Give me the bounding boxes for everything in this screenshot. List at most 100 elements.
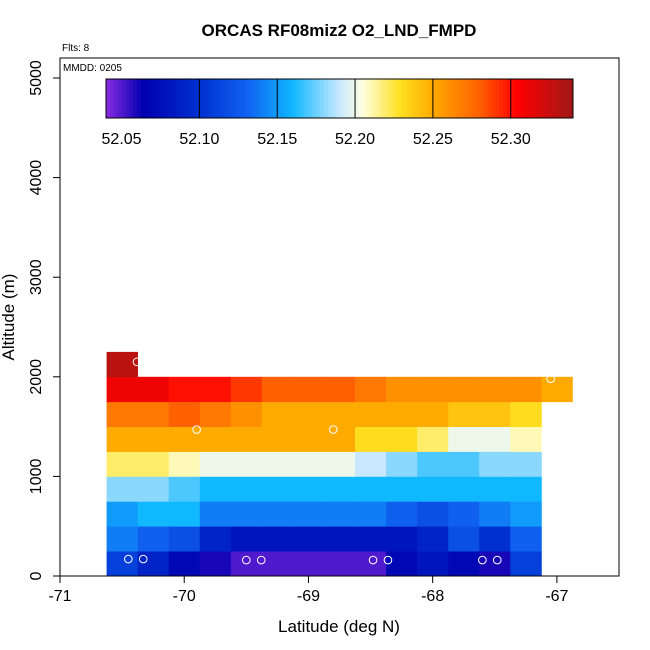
heatmap-cell — [292, 401, 325, 427]
colorbar-segment — [425, 79, 430, 118]
colorbar-segment — [199, 79, 204, 118]
flight-point — [492, 555, 502, 565]
heatmap-cell — [137, 376, 170, 403]
heatmap-cell — [355, 376, 387, 403]
colorbar-segment — [390, 79, 395, 118]
heatmap-cell — [541, 376, 573, 403]
heatmap-cell — [479, 501, 511, 527]
heatmap-cell — [106, 426, 139, 452]
heatmap-cell — [261, 551, 294, 577]
colorbar-segment — [409, 79, 414, 118]
colorbar-segment — [261, 79, 267, 118]
y-tick-label: 4000 — [28, 160, 45, 196]
heatmap-cell — [510, 401, 542, 427]
flight-points — [124, 357, 555, 565]
heatmap-cell — [106, 451, 139, 477]
y-axis: 0 1000 2000 3000 4000 5000 — [28, 60, 60, 580]
heatmap-cell — [230, 426, 263, 452]
heatmap-cell — [230, 526, 263, 552]
colorbar-segment — [265, 79, 270, 118]
heatmap-cell — [230, 476, 263, 502]
chart-title: ORCAS RF08miz2 O2_LND_FMPD — [202, 21, 477, 40]
colorbar-segment — [323, 79, 329, 118]
colorbar-segment — [195, 79, 200, 118]
x-tick-label: -67 — [545, 588, 568, 605]
colorbar-segment — [109, 79, 115, 118]
heatmap-cell — [323, 426, 356, 452]
heatmap-cell — [230, 501, 263, 527]
heatmap-cell — [323, 451, 356, 477]
heatmap-cell — [292, 501, 325, 527]
colorbar-segment — [382, 79, 387, 118]
colorbar-segment — [331, 79, 337, 118]
colorbar-segment — [300, 79, 305, 118]
heatmap-cells — [106, 351, 573, 577]
colorbar-segment — [320, 79, 325, 118]
colorbar-segment — [502, 79, 508, 118]
heatmap-cell — [168, 401, 201, 427]
colorbar-segment — [440, 79, 446, 118]
heatmap-cell — [292, 551, 325, 577]
heatmap-cell — [355, 501, 387, 527]
heatmap-cell — [199, 501, 232, 527]
colorbar-segment — [366, 79, 372, 118]
colorbar-segment — [226, 79, 232, 118]
heatmap-cell — [448, 426, 480, 452]
colorbar-segment — [242, 79, 247, 118]
heatmap-cell — [386, 501, 418, 527]
heatmap-cell — [168, 476, 201, 502]
colorbar-tick-label: 52.20 — [335, 131, 375, 148]
colorbar-segment — [475, 79, 481, 118]
heatmap-cell — [199, 476, 232, 502]
colorbar-segment — [327, 79, 333, 118]
colorbar-segment — [545, 79, 551, 118]
heatmap-cell — [199, 376, 232, 403]
heatmap-cell — [448, 401, 480, 427]
heatmap-cell — [323, 476, 356, 502]
colorbar-segment — [164, 79, 169, 118]
heatmap-cell — [199, 526, 232, 552]
colorbar-segment — [234, 79, 239, 118]
colorbar-segment — [257, 79, 263, 118]
heatmap-cell — [261, 401, 294, 427]
flight-point — [138, 554, 148, 564]
colorbar-segment — [351, 79, 356, 118]
heatmap-cell — [323, 551, 356, 577]
colorbar-segment — [514, 79, 520, 118]
colorbar-segment — [121, 79, 126, 118]
colorbar-segment — [203, 79, 208, 118]
heatmap-cell — [417, 451, 449, 477]
heatmap-cell — [386, 476, 418, 502]
colorbar-segment — [448, 79, 453, 118]
heatmap-cell — [137, 426, 170, 452]
heatmap-cell — [137, 526, 170, 552]
colorbar-segment — [530, 79, 535, 118]
heatmap-cell — [106, 376, 139, 403]
flight-point — [478, 555, 487, 565]
flight-point — [124, 554, 133, 564]
heatmap-cell — [261, 501, 294, 527]
colorbar-segment — [117, 79, 123, 118]
heatmap-cell — [199, 451, 232, 477]
heatmap-cell — [106, 351, 139, 378]
colorbar-segment — [522, 79, 527, 118]
y-tick-label: 5000 — [28, 60, 45, 96]
heatmap-cell — [386, 426, 418, 452]
x-tick-label: -71 — [48, 588, 71, 605]
colorbar-segment — [429, 79, 434, 118]
colorbar-segment — [479, 79, 484, 118]
flight-point — [383, 555, 393, 565]
heatmap-cell — [417, 401, 449, 427]
heatmap-cell — [230, 376, 263, 403]
heatmap-cell — [292, 376, 325, 403]
heatmap-cell — [292, 426, 325, 452]
colorbar-segment — [172, 79, 177, 118]
colorbar-segment — [133, 79, 138, 118]
heatmap-cell — [292, 526, 325, 552]
heatmap-cell — [510, 551, 542, 577]
heatmap-cell — [479, 401, 511, 427]
heatmap-cell — [417, 376, 449, 403]
heatmap-cell — [386, 451, 418, 477]
heatmap-cell — [199, 426, 232, 452]
